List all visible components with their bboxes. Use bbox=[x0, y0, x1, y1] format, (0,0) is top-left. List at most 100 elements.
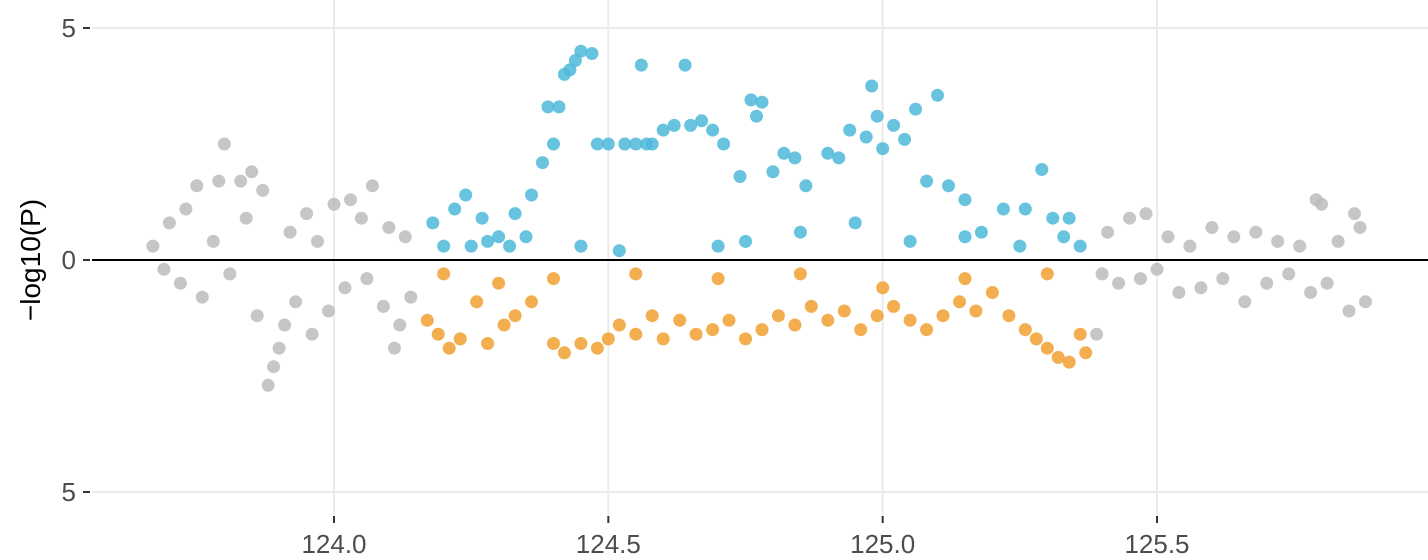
data-point-background bbox=[376, 299, 390, 313]
data-point-background bbox=[1238, 295, 1252, 309]
data-point-upper-highlight bbox=[536, 156, 549, 170]
data-point-upper-highlight bbox=[574, 239, 588, 253]
x-tick-label: 125.0 bbox=[850, 529, 915, 559]
data-point-lower-highlight bbox=[755, 323, 769, 337]
data-point-lower-highlight bbox=[1040, 341, 1054, 355]
data-point-lower-highlight bbox=[656, 332, 670, 346]
data-point-upper-highlight bbox=[996, 202, 1010, 216]
data-point-upper-highlight bbox=[821, 146, 835, 160]
data-point-background bbox=[393, 318, 407, 332]
data-point-background bbox=[387, 341, 401, 355]
data-point-background bbox=[283, 225, 297, 239]
data-point-upper-highlight bbox=[1046, 211, 1060, 225]
data-point-upper-highlight bbox=[552, 100, 566, 114]
data-point-upper-highlight bbox=[634, 58, 648, 72]
data-point-background bbox=[1359, 295, 1372, 309]
data-point-background bbox=[217, 137, 231, 151]
data-point-background bbox=[1271, 234, 1285, 248]
data-point-background bbox=[1183, 239, 1197, 253]
data-point-upper-highlight bbox=[876, 142, 890, 156]
data-point-lower-highlight bbox=[1062, 355, 1076, 369]
data-point-background bbox=[1172, 286, 1186, 299]
x-tick-label: 124.0 bbox=[301, 529, 366, 559]
data-point-upper-highlight bbox=[859, 130, 873, 144]
data-point-lower-highlight bbox=[547, 272, 560, 286]
data-point-background bbox=[223, 267, 237, 281]
data-point-background bbox=[360, 272, 374, 286]
data-point-upper-highlight bbox=[590, 137, 604, 151]
data-point-background bbox=[382, 221, 396, 234]
data-point-lower-highlight bbox=[1073, 327, 1087, 341]
data-point-upper-highlight bbox=[788, 151, 802, 165]
y-axis-title: −log10(P) bbox=[15, 199, 46, 321]
data-point-lower-highlight bbox=[481, 337, 495, 350]
x-tick-label: 124.5 bbox=[576, 529, 641, 559]
data-point-background bbox=[1194, 281, 1208, 295]
data-point-background bbox=[261, 378, 275, 392]
data-point-background bbox=[1112, 276, 1126, 290]
data-point-upper-highlight bbox=[656, 123, 670, 137]
data-point-background bbox=[1342, 304, 1356, 318]
data-point-background bbox=[195, 290, 209, 304]
data-point-background bbox=[1315, 197, 1329, 211]
data-point-background bbox=[322, 304, 335, 318]
data-point-upper-highlight bbox=[585, 47, 599, 60]
grid-lines bbox=[92, 0, 1428, 515]
data-point-upper-highlight bbox=[974, 225, 988, 239]
data-point-upper-highlight bbox=[695, 114, 709, 128]
data-point-lower-highlight bbox=[711, 272, 725, 286]
data-point-background bbox=[300, 207, 314, 221]
data-point-upper-highlight bbox=[481, 234, 495, 248]
data-point-lower-highlight bbox=[508, 309, 522, 323]
data-point-lower-highlight bbox=[645, 309, 659, 323]
data-point-lower-highlight bbox=[1002, 309, 1016, 323]
data-point-lower-highlight bbox=[969, 304, 983, 318]
data-point-background bbox=[1123, 211, 1137, 225]
data-point-lower-highlight bbox=[492, 276, 506, 290]
data-point-background bbox=[1260, 276, 1274, 290]
data-point-upper-highlight bbox=[1062, 211, 1076, 225]
data-point-upper-highlight bbox=[1013, 239, 1027, 253]
data-point-background bbox=[305, 327, 319, 341]
data-point-background bbox=[1101, 225, 1115, 239]
data-point-lower-highlight bbox=[788, 318, 802, 332]
data-point-background bbox=[239, 211, 253, 225]
data-point-upper-highlight bbox=[755, 95, 769, 109]
data-point-upper-highlight bbox=[766, 165, 780, 179]
data-point-upper-highlight bbox=[799, 179, 813, 193]
data-point-background bbox=[1205, 221, 1219, 234]
data-point-background bbox=[1348, 207, 1361, 221]
data-point-upper-highlight bbox=[1035, 163, 1049, 176]
data-point-upper-highlight bbox=[678, 58, 692, 72]
data-point-lower-highlight bbox=[629, 327, 643, 341]
data-point-lower-highlight bbox=[854, 323, 868, 337]
data-point-upper-highlight bbox=[508, 207, 522, 221]
data-point-lower-highlight bbox=[903, 313, 917, 327]
data-point-upper-highlight bbox=[903, 234, 917, 248]
data-point-upper-highlight bbox=[898, 132, 912, 146]
data-point-background bbox=[365, 179, 379, 193]
data-points bbox=[146, 44, 1372, 392]
data-point-background bbox=[1139, 207, 1153, 221]
data-point-lower-highlight bbox=[601, 332, 615, 346]
data-point-upper-highlight bbox=[942, 179, 955, 193]
data-point-lower-highlight bbox=[673, 313, 687, 327]
data-point-lower-highlight bbox=[958, 272, 972, 286]
data-point-upper-highlight bbox=[865, 79, 879, 93]
data-point-lower-highlight bbox=[497, 318, 511, 332]
data-point-upper-highlight bbox=[777, 146, 791, 160]
data-point-upper-highlight bbox=[733, 170, 747, 183]
data-point-upper-highlight bbox=[958, 230, 972, 244]
data-point-upper-highlight bbox=[464, 239, 478, 253]
data-point-background bbox=[344, 193, 357, 207]
data-point-lower-highlight bbox=[1040, 267, 1054, 281]
data-point-lower-highlight bbox=[470, 295, 484, 309]
data-point-upper-highlight bbox=[909, 102, 923, 116]
data-point-background bbox=[278, 318, 292, 332]
data-point-background bbox=[1282, 267, 1296, 281]
data-point-background bbox=[311, 234, 324, 248]
data-point-upper-highlight bbox=[711, 239, 725, 253]
data-point-background bbox=[1150, 262, 1164, 276]
data-point-upper-highlight bbox=[448, 202, 462, 216]
data-point-background bbox=[1320, 276, 1334, 290]
